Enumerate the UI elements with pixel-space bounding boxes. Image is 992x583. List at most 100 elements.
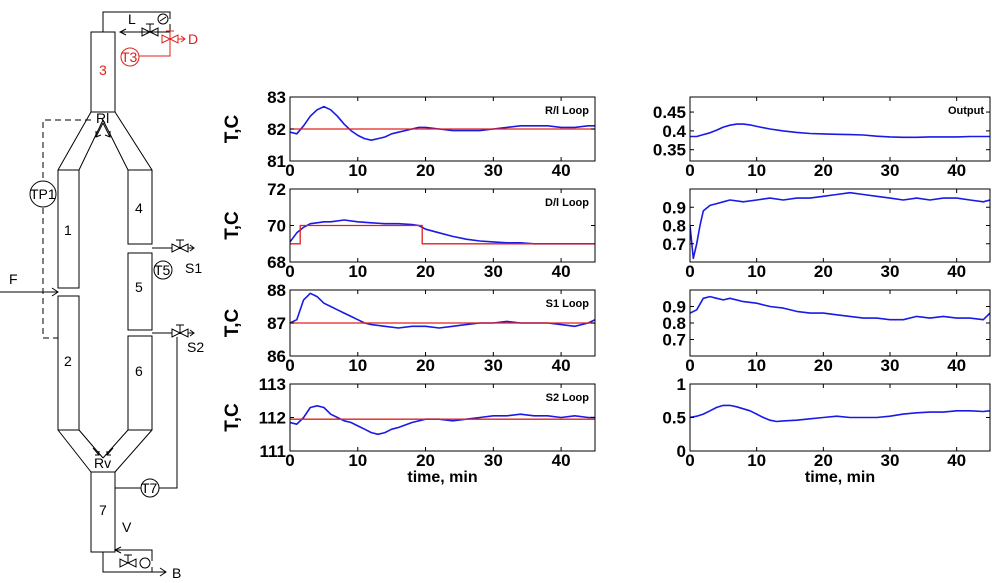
section-1 xyxy=(57,169,80,289)
rl-arrow-right-icon xyxy=(102,122,111,138)
sensor-T7-circle xyxy=(140,478,160,498)
y-axis-label: T,C xyxy=(222,211,243,240)
x-tick-label: 10 xyxy=(747,451,766,470)
plot-panel-6: 0 10 20 30 40 0.70.80.9 xyxy=(662,188,991,281)
measured-line-6 xyxy=(690,191,990,260)
label-D: D xyxy=(188,31,198,47)
label-L: L xyxy=(128,11,136,27)
x-tick-label: 10 xyxy=(747,161,766,180)
tp1-dashed-line xyxy=(42,119,91,339)
label-Rv: Rv xyxy=(94,455,111,471)
x-tick-label: 0 xyxy=(285,161,294,180)
plot-panel-5: 0 10 20 30 40 0.350.40.45 Output xyxy=(653,96,991,180)
section-3 xyxy=(90,31,116,113)
y-tick-label: 0.45 xyxy=(653,103,686,122)
setpoint-line-2 xyxy=(290,224,595,245)
measured-line-2 xyxy=(290,219,595,245)
x-tick-label: 30 xyxy=(484,262,503,281)
column-diagram: L D T3 3 Rl 1 2 4 5 6 S1 T5 S2 F xyxy=(0,11,204,581)
x-tick-label: 20 xyxy=(416,161,435,180)
y-axis-label: T,C xyxy=(222,403,243,432)
reboiler-arrow-icon xyxy=(113,546,122,554)
x-tick-label: 30 xyxy=(881,451,900,470)
sensor-T5-circle xyxy=(153,260,173,280)
x-tick-label: 20 xyxy=(416,262,435,281)
x-tick-label: 40 xyxy=(552,451,571,470)
x-tick-label: 0 xyxy=(685,262,694,281)
x-tick-label: 10 xyxy=(747,356,766,375)
y-tick-label: 0.9 xyxy=(662,198,686,217)
x-tick-label: 20 xyxy=(416,356,435,375)
x-tick-label: 0 xyxy=(285,451,294,470)
plot-panel-3: 0 10 20 30 40 86 87 88 S1 Loop T,C xyxy=(222,281,596,375)
label-1: 1 xyxy=(64,222,72,238)
reboiler-valve-icon xyxy=(119,554,137,568)
x-tick-label: 0 xyxy=(685,451,694,470)
sensor-TP1-circle xyxy=(29,180,57,208)
y-tick-label: 0.5 xyxy=(662,409,686,428)
plot-panel-1: 0 10 20 30 40 81 82 83 R/l Loop T,C xyxy=(222,88,596,180)
x-axis-label: time, min xyxy=(805,469,875,486)
plot-panel-2: 0 10 20 30 40 68 70 72 D/l Loop T,C xyxy=(222,180,596,281)
plot-title: Output xyxy=(948,105,984,117)
y-axis-label: T,C xyxy=(222,114,243,143)
y-tick-label: 0.35 xyxy=(653,141,686,160)
x-tick-label: 30 xyxy=(484,451,503,470)
plot-panel-4: 0 10 20 30 40 111 112 113 S2 Loop T,C time, min xyxy=(222,375,596,486)
x-tick-label: 20 xyxy=(814,262,833,281)
x-tick-label: 0 xyxy=(685,356,694,375)
x-tick-label: 30 xyxy=(881,262,900,281)
y-tick-label: 87 xyxy=(267,314,286,333)
plot-frame-5 xyxy=(689,96,991,162)
label-Rl: Rl xyxy=(96,110,109,126)
reflux-line xyxy=(102,11,171,32)
y-tick-label: 70 xyxy=(267,217,286,236)
x-tick-label: 20 xyxy=(814,356,833,375)
y-tick-label: 72 xyxy=(267,180,286,199)
label-S1: S1 xyxy=(185,260,202,276)
label-3: 3 xyxy=(99,62,107,78)
label-B: B xyxy=(172,565,181,581)
bottom-cone xyxy=(57,429,153,473)
label-S2: S2 xyxy=(187,339,204,355)
y-tick-label: 112 xyxy=(259,409,286,428)
measured-line-5 xyxy=(690,123,990,139)
section-2 xyxy=(57,295,80,431)
x-tick-label: 40 xyxy=(552,161,571,180)
measured-line-1 xyxy=(290,105,595,141)
y-tick-label: 81 xyxy=(267,152,286,171)
s1-valve-icon xyxy=(171,239,195,253)
x-tick-label: 40 xyxy=(552,356,571,375)
reflux-arrow-icon xyxy=(118,28,127,36)
y-tick-label: 0.7 xyxy=(662,331,686,350)
top-cone xyxy=(57,111,153,171)
x-tick-label: 10 xyxy=(348,356,367,375)
label-5: 5 xyxy=(135,279,143,295)
label-7: 7 xyxy=(99,502,107,518)
x-tick-label: 30 xyxy=(881,161,900,180)
x-tick-label: 40 xyxy=(552,262,571,281)
y-tick-label: 0.9 xyxy=(662,298,686,317)
plot-panel-7: 0 10 20 30 40 0.70.80.9 xyxy=(662,289,991,375)
x-tick-label: 0 xyxy=(685,161,694,180)
y-tick-label: 0 xyxy=(677,442,686,461)
label-F: F xyxy=(9,271,18,287)
reflux-pump-arrow-icon xyxy=(159,16,167,22)
x-tick-label: 40 xyxy=(947,161,966,180)
y-tick-label: 0.7 xyxy=(662,235,686,254)
plot-title: R/l Loop xyxy=(545,105,589,117)
y-tick-label: 0.8 xyxy=(662,314,686,333)
measured-line-8 xyxy=(690,404,990,423)
feed-line xyxy=(0,287,59,297)
label-4: 4 xyxy=(135,200,143,216)
section-4 xyxy=(127,169,153,245)
reboiler-pump-icon xyxy=(139,557,151,569)
label-2: 2 xyxy=(64,353,72,369)
x-tick-label: 20 xyxy=(814,451,833,470)
measured-line-4 xyxy=(290,404,595,436)
y-axis-label: T,C xyxy=(222,308,243,337)
y-tick-label: 86 xyxy=(267,347,286,366)
x-tick-label: 40 xyxy=(947,262,966,281)
